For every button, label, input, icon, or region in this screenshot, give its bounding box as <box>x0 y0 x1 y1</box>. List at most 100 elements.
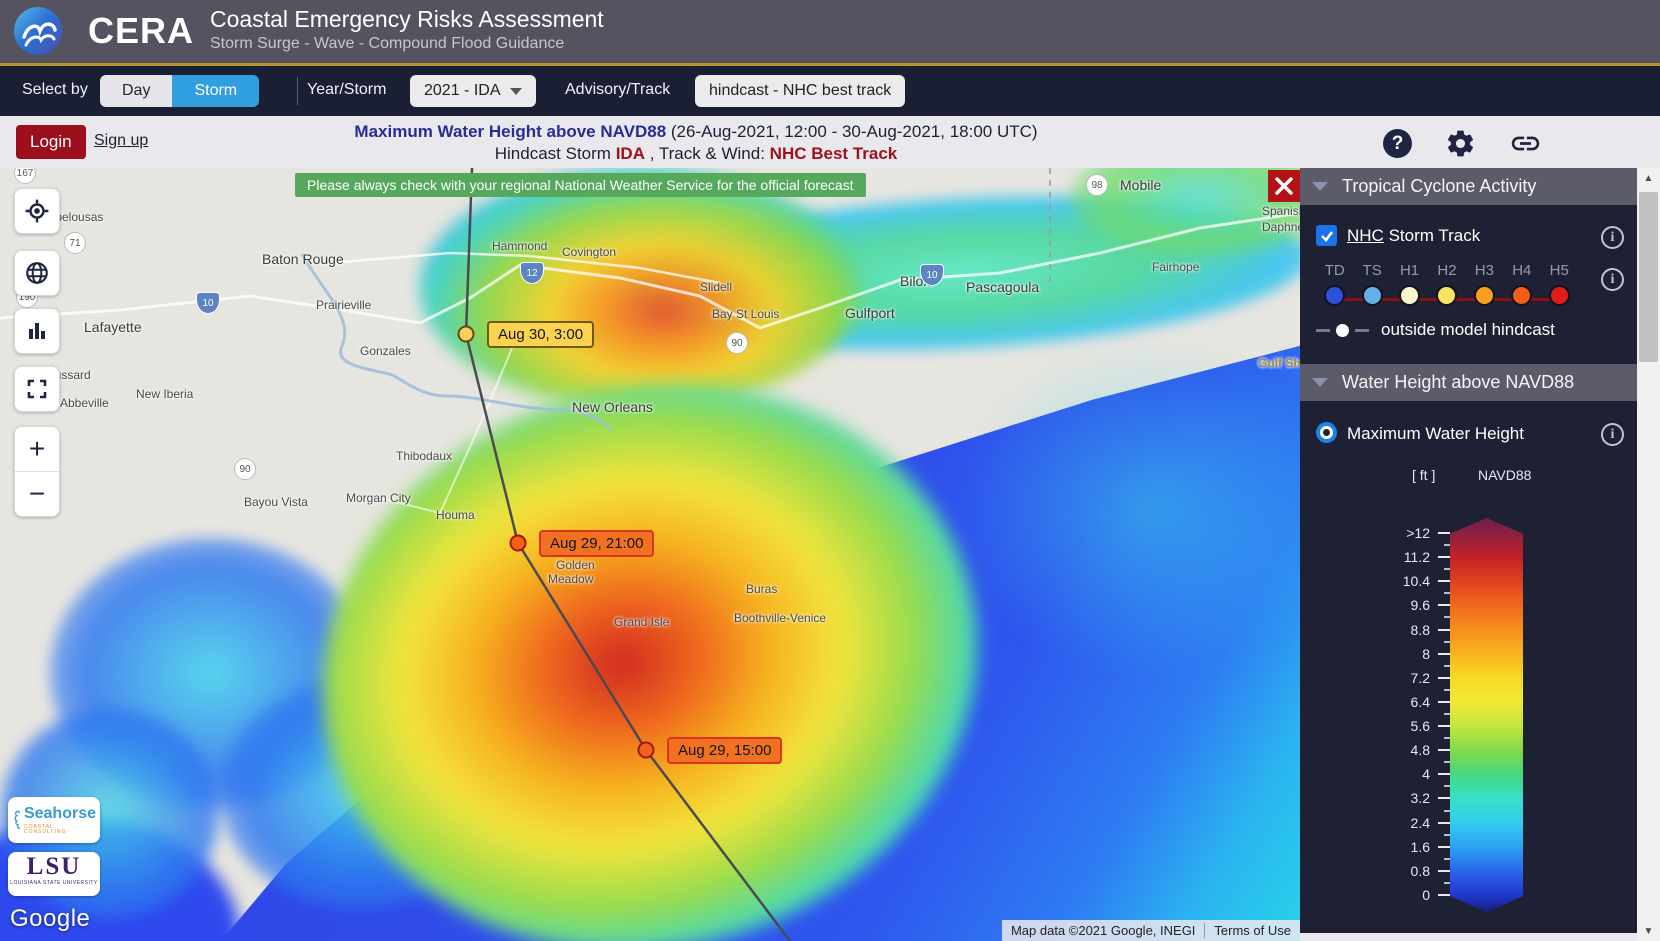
track-time-label: Aug 30, 3:00 <box>487 321 595 348</box>
scale-tick-major <box>1438 725 1450 728</box>
map-place-label: Gonzales <box>360 344 411 358</box>
map-place-label: Abbeville <box>60 396 109 410</box>
login-button[interactable]: Login <box>16 125 86 159</box>
max-water-height-label: Maximum Water Height <box>1347 424 1524 443</box>
scale-tick-major <box>1438 821 1450 824</box>
section-tropical-cyclone[interactable]: Tropical Cyclone Activity <box>1300 168 1637 205</box>
help-icon[interactable]: ? <box>1383 129 1412 158</box>
chevron-down-icon <box>510 87 523 95</box>
cera-logo-icon <box>14 7 62 55</box>
map-place-label: Opelousas <box>46 210 104 224</box>
bar-chart-icon <box>29 323 45 339</box>
scale-tick-minor <box>1444 568 1450 571</box>
scroll-up-icon[interactable]: ▲ <box>1643 172 1654 184</box>
info-icon[interactable]: i <box>1601 226 1624 249</box>
map-place-label: Gulfport <box>845 305 895 321</box>
seahorse-icon <box>14 810 21 829</box>
scale-tick-minor <box>1444 785 1450 788</box>
info-icon[interactable]: i <box>1601 268 1624 291</box>
sidebar-footer-strip <box>1300 933 1637 941</box>
category-code-label: TS <box>1362 262 1382 279</box>
scroll-down-icon[interactable]: ▼ <box>1643 925 1654 937</box>
map-place-label: Golden <box>556 558 595 572</box>
storm-toggle-button[interactable]: Storm <box>172 75 260 107</box>
section-water-height[interactable]: Water Height above NAVD88 <box>1300 364 1637 401</box>
scale-tick-major <box>1438 797 1450 800</box>
advisory-track-dropdown[interactable]: hindcast - NHC best track <box>695 75 906 107</box>
road-shield-icon: 10 <box>196 292 220 314</box>
scale-tick-minor <box>1444 616 1450 619</box>
scale-unit-label: [ ft ] <box>1412 467 1436 483</box>
scale-tick-major <box>1438 628 1450 631</box>
map-place-label: Grand Isle <box>614 615 670 629</box>
scale-tick-minor <box>1444 544 1450 547</box>
scale-tick-minor <box>1444 592 1450 595</box>
map-place-label: Hammond <box>492 239 548 253</box>
layer-title-range: (26-Aug-2021, 12:00 - 30-Aug-2021, 18:00… <box>666 122 1038 141</box>
category-dot-icon <box>1324 285 1346 306</box>
scale-datum-label: NAVD88 <box>1478 467 1532 483</box>
category-dot-icon <box>1436 285 1458 306</box>
close-icon[interactable] <box>1268 170 1300 202</box>
category-dot-icon <box>1473 285 1495 306</box>
scale-tick-label: >12 <box>1406 525 1430 541</box>
day-toggle-button[interactable]: Day <box>100 75 173 107</box>
gold-divider <box>0 63 1660 66</box>
settings-gear-icon[interactable] <box>1445 128 1476 159</box>
zoom-out-button[interactable]: − <box>28 478 46 509</box>
storm-name: IDA <box>615 144 645 163</box>
fullscreen-button[interactable] <box>14 366 60 412</box>
scale-tick-major <box>1438 532 1450 534</box>
scale-tick-major <box>1438 773 1450 776</box>
scale-tick-minor <box>1444 640 1450 643</box>
info-icon[interactable]: i <box>1601 423 1624 446</box>
terms-of-use-link[interactable]: Terms of Use <box>1204 923 1300 938</box>
locate-me-button[interactable] <box>14 188 60 234</box>
lsu-wordmark: LSU <box>26 853 82 880</box>
category-code-label: H5 <box>1549 262 1569 279</box>
open-point-icon <box>1336 323 1349 337</box>
app-acronym: CERA <box>88 10 195 51</box>
track-point-marker[interactable] <box>457 325 475 343</box>
track-point-marker[interactable] <box>637 741 655 759</box>
wave-icon <box>22 22 57 47</box>
advisory-track-label: Advisory/Track <box>565 81 671 98</box>
lsu-tagline: LOUISIANA STATE UNIVERSITY <box>10 880 98 886</box>
sidebar-scrollbar[interactable]: ▲ ▼ <box>1637 168 1660 941</box>
scale-tick-major <box>1438 700 1450 703</box>
max-water-height-radio[interactable] <box>1316 422 1337 443</box>
scale-tick-minor <box>1444 761 1450 764</box>
year-storm-dropdown[interactable]: 2021 - IDA <box>410 75 537 107</box>
track-point-marker[interactable] <box>509 534 527 552</box>
app-title: Coastal Emergency Risks Assessment <box>210 6 604 32</box>
map-canvas[interactable]: Opelousas Baton Rouge Hammond Covington Prai… <box>0 168 1300 941</box>
map-place-label: Daphne <box>1262 220 1300 234</box>
map-place-label: New Iberia <box>136 387 194 401</box>
map-data-credit: Map data ©2021 Google, INEGI <box>1010 923 1196 938</box>
scrollbar-thumb[interactable] <box>1639 192 1658 362</box>
scale-tick-label: 10.4 <box>1402 573 1430 590</box>
nhc-track-checkbox[interactable] <box>1316 225 1337 246</box>
select-by-label: Select by <box>22 81 88 98</box>
crosshair-icon <box>25 199 49 223</box>
scale-tick-label: 0 <box>1422 886 1430 903</box>
track-time-label: Aug 29, 15:00 <box>667 737 783 764</box>
zoom-in-button[interactable]: + <box>15 427 59 472</box>
dash-icon <box>1316 328 1330 332</box>
forecast-notice-banner: Please always check with your regional N… <box>295 173 866 197</box>
map-place-label: Buras <box>746 582 778 596</box>
signup-link[interactable]: Sign up <box>94 132 149 149</box>
road-shield-icon: 71 <box>64 232 86 254</box>
scale-tick-major <box>1438 604 1450 607</box>
scale-tick-major <box>1438 869 1450 872</box>
track-source: NHC Best Track <box>769 144 898 163</box>
scale-tick-major <box>1438 580 1450 583</box>
category-td: TD <box>1316 262 1353 306</box>
basemap-globe-button[interactable] <box>14 250 60 296</box>
map-place-label: Bayou Vista <box>244 495 308 509</box>
selection-toolbar: Select by Day Storm Year/Storm 2021 - ID… <box>0 66 1660 116</box>
share-link-icon[interactable] <box>1509 127 1542 160</box>
scale-tick-minor <box>1444 737 1450 740</box>
chart-tool-button[interactable] <box>14 308 60 354</box>
scale-tick-minor <box>1444 857 1450 860</box>
